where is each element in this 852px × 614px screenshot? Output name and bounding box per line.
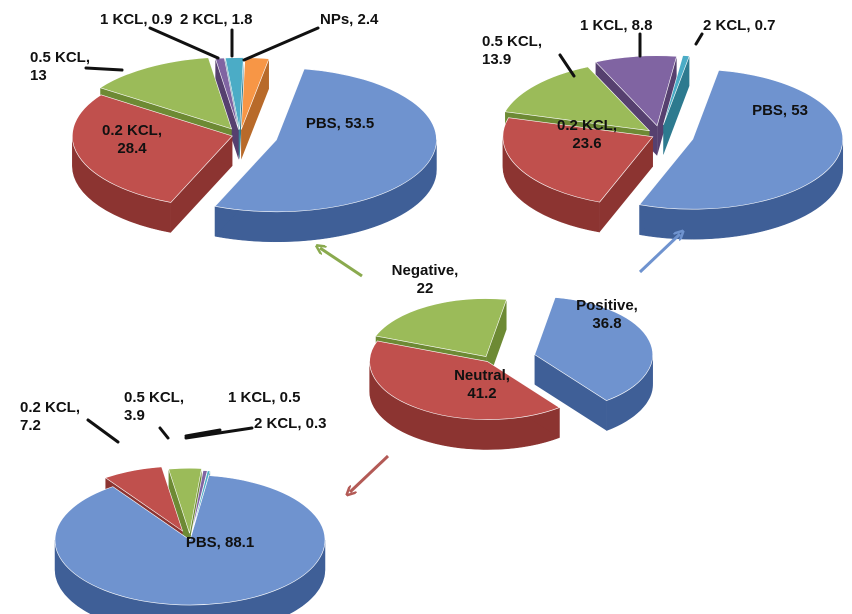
arrow-to-positive — [638, 234, 680, 274]
data-label-line: 13.9 — [482, 51, 511, 68]
pie-neutral: PBS, 88.1 0.2 KCL, 7.2 0.5 KCL, 3.9 1 KCL, 0.… — [20, 389, 327, 614]
data-label: NPs, 2.4 — [320, 11, 379, 28]
label-leader-line — [84, 66, 124, 72]
data-label: 1 KCL, 0.9 — [100, 11, 173, 28]
data-label-line: 0.2 KCL, — [102, 122, 162, 139]
data-label-line: 1 KCL, 0.9 — [100, 11, 173, 28]
pie-slice-pbs — [214, 68, 437, 213]
data-label-line: 1 KCL, 8.8 — [580, 17, 653, 34]
pie-slice-1-kcl — [595, 55, 678, 127]
data-label-line: 13 — [30, 67, 47, 84]
data-label-line: 2 KCL, 1.8 — [180, 11, 253, 28]
data-label: 0.5 KCL, 13 — [30, 49, 90, 84]
data-label-line: 22 — [417, 280, 434, 297]
pie-slice-cut — [657, 56, 677, 156]
label-leader-line — [558, 53, 576, 78]
pie-slice-0-5-kcl — [168, 467, 202, 534]
data-label: 2 KCL, 0.7 — [703, 17, 776, 34]
data-label-line: 0.5 KCL, — [124, 389, 184, 406]
data-label: 0.5 KCL, 13.9 — [482, 33, 542, 68]
pie-slice-0-5-kcl — [504, 66, 651, 132]
label-leader-line — [158, 426, 170, 440]
pie-slice-2-kcl — [224, 57, 244, 130]
data-label: 0.2 KCL, 7.2 — [20, 399, 80, 434]
data-label: 0.2 KCL, 23.6 — [557, 117, 617, 152]
pie-slice-0-2-kcl — [502, 117, 654, 203]
pie-slice-0-2-kcl — [104, 466, 184, 532]
data-label-line: 2 KCL, 0.7 — [703, 17, 776, 34]
pie-slice-cut — [215, 58, 239, 160]
label-leader-line — [184, 428, 222, 438]
data-label-line: 36.8 — [592, 315, 621, 332]
data-label: 0.5 KCL, 3.9 — [124, 389, 184, 424]
data-label-line: 0.2 KCL, — [20, 399, 80, 416]
data-label: PBS, 88.1 — [186, 534, 254, 551]
arrow-to-negative — [320, 248, 363, 278]
data-label-line: 0.5 KCL, — [482, 33, 542, 50]
data-label: PBS, 53.5 — [306, 115, 374, 132]
pie-negative: PBS, 53.5 0.2 KCL, 28.4 0.5 KCL, 13 1 KCL, 0.… — [30, 11, 437, 243]
data-label-line: Negative, — [392, 262, 459, 279]
data-label-line: 2 KCL, 0.3 — [254, 415, 327, 432]
pie-slice-positive — [534, 297, 653, 401]
label-leader-line — [694, 32, 704, 46]
pie-slice-cut — [534, 354, 607, 431]
data-label-line: 0.2 KCL, — [557, 117, 617, 134]
pie-slice-pbs — [638, 69, 844, 210]
label-leader-line — [86, 418, 120, 444]
label-leader-line — [184, 426, 254, 440]
label-leader-line — [148, 26, 220, 60]
pie-slice-nps — [240, 57, 270, 130]
data-label: 2 KCL, 0.3 — [254, 415, 327, 432]
data-label-line: 23.6 — [572, 135, 601, 152]
data-label: 1 KCL, 8.8 — [580, 17, 653, 34]
pie-slice-2-kcl — [663, 55, 690, 125]
pie-slice-pbs — [54, 475, 326, 606]
pie-slice-cut — [241, 58, 269, 160]
data-label-line: 3.9 — [124, 407, 145, 424]
data-label-line: 1 KCL, 0.5 — [228, 389, 301, 406]
data-label-line: 7.2 — [20, 417, 41, 434]
pie-slice-cut — [239, 57, 244, 160]
data-label: 2 KCL, 1.8 — [180, 11, 253, 28]
data-label-line: PBS, 53.5 — [306, 115, 374, 132]
data-label: Negative, 22 — [392, 262, 459, 297]
pie-slice-0-5-kcl — [99, 57, 233, 130]
label-leader-line — [242, 26, 320, 62]
data-label: Neutral, 41.2 — [454, 367, 510, 402]
data-label-line: Neutral, — [454, 367, 510, 384]
data-label-line: PBS, 53 — [752, 102, 808, 119]
data-label-line: 41.2 — [467, 385, 496, 402]
data-label: 1 KCL, 0.5 — [228, 389, 301, 406]
data-label-line: 0.5 KCL, — [30, 49, 90, 66]
data-label-line: NPs, 2.4 — [320, 11, 379, 28]
data-label: PBS, 53 — [752, 102, 808, 119]
pie-positive: PBS, 53 0.2 KCL, 23.6 0.5 KCL, 13.9 1 KCL, 8.… — [482, 17, 844, 240]
pie-slice-0-2-kcl — [72, 94, 233, 203]
data-label-line: PBS, 88.1 — [186, 534, 254, 551]
pie-slice-neutral — [369, 340, 561, 420]
pie-slice-2-kcl — [191, 470, 211, 536]
data-label: Positive, 36.8 — [576, 297, 638, 332]
arrow-to-neutral — [350, 454, 390, 492]
pie-slice-negative — [375, 298, 507, 357]
data-label-line: Positive, — [576, 297, 638, 314]
pie-slice-cut — [663, 55, 690, 155]
data-label: 0.2 KCL, 28.4 — [102, 122, 162, 157]
data-label-line: 28.4 — [117, 140, 147, 157]
pie-center: Positive, 36.8 Neutral, 41.2 Negative, 22 — [369, 262, 653, 450]
